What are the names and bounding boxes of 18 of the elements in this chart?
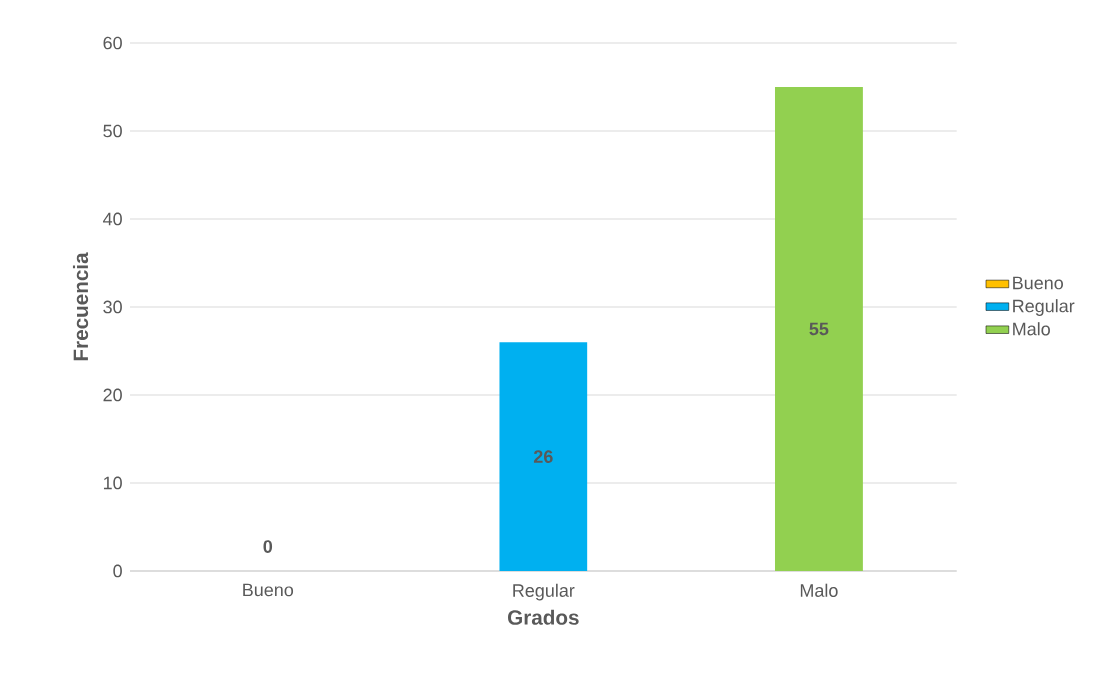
x-tick-label: Malo: [800, 583, 838, 597]
legend-label: Regular: [1013, 299, 1075, 316]
y-tick-label: 50: [103, 124, 122, 138]
y-tick-label: 0: [113, 564, 122, 578]
data-label: 0: [263, 540, 273, 553]
x-tick-label: Bueno: [243, 583, 294, 597]
x-axis-title: Grados: [508, 609, 579, 625]
y-tick-label: 60: [103, 36, 122, 50]
legend-label: Bueno: [1013, 276, 1063, 290]
data-label: 55: [809, 322, 829, 336]
y-tick-label: 20: [103, 388, 122, 402]
data-label: 26: [533, 450, 553, 463]
y-axis-title: Frecuencia: [72, 252, 89, 361]
y-tick-label: 10: [103, 476, 122, 490]
y-tick-label: 30: [103, 300, 122, 314]
x-tick-label: Regular: [513, 583, 575, 601]
legend-label: Malo: [1013, 322, 1050, 336]
y-tick-label: 40: [103, 212, 122, 226]
